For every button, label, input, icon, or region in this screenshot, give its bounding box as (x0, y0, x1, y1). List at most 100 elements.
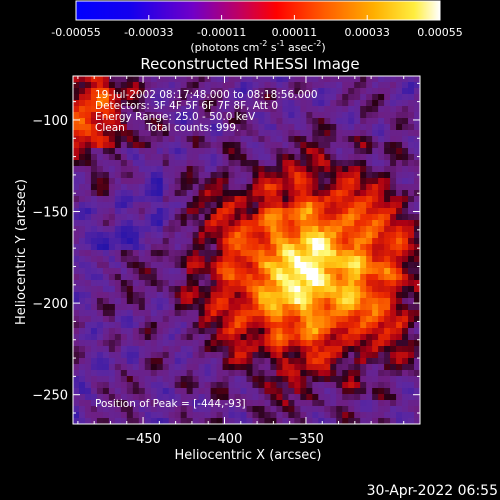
heatmap-cell (408, 142, 415, 149)
heatmap-cell (414, 352, 420, 359)
heatmap-cell (210, 232, 218, 239)
heatmap-cell (156, 76, 164, 83)
heatmap-cell (336, 250, 343, 257)
heatmap-cell (270, 142, 278, 149)
heatmap-cell (282, 130, 289, 137)
heatmap-cell (264, 298, 272, 305)
heatmap-cell (396, 304, 403, 311)
heatmap-cell (360, 298, 367, 305)
heatmap-cell (114, 76, 122, 83)
heatmap-cell (360, 400, 367, 407)
heatmap-cell (360, 106, 367, 113)
heatmap-cell (270, 262, 278, 269)
heatmap-cell (156, 352, 164, 359)
heatmap-cell (348, 304, 355, 311)
heatmap-cell (312, 190, 319, 197)
heatmap-cell (372, 358, 379, 365)
heatmap-cell (306, 316, 313, 323)
heatmap-cell (180, 394, 188, 401)
heatmap-cell (120, 190, 128, 197)
heatmap-cell (90, 310, 98, 317)
heatmap-cell (222, 352, 230, 359)
heatmap-cell (384, 214, 391, 221)
heatmap-cell (360, 94, 367, 101)
heatmap-cell (342, 274, 349, 281)
heatmap-cell (396, 292, 403, 299)
heatmap-cell (390, 232, 397, 239)
heatmap-cell (174, 148, 182, 155)
heatmap-cell (402, 208, 409, 215)
heatmap-cell (360, 184, 367, 191)
heatmap-cell (132, 106, 140, 113)
heatmap-cell (270, 76, 278, 83)
heatmap-cell (73, 118, 80, 125)
heatmap-cell (210, 358, 218, 365)
heatmap-cell (222, 202, 230, 209)
heatmap-cell (156, 100, 164, 107)
heatmap-cell (96, 412, 104, 419)
heatmap-cell (408, 238, 415, 245)
heatmap-cell (378, 346, 385, 353)
heatmap-cell (384, 178, 391, 185)
heatmap-cell (168, 328, 176, 335)
heatmap-cell (306, 256, 313, 263)
heatmap-cell (73, 136, 80, 143)
heatmap-cell (366, 274, 373, 281)
heatmap-cell (192, 166, 200, 173)
heatmap-cell (216, 382, 224, 389)
heatmap-cell (270, 160, 278, 167)
heatmap-cell (234, 322, 242, 329)
heatmap-cell (312, 388, 319, 395)
heatmap-cell (324, 322, 331, 329)
heatmap-cell (73, 100, 80, 107)
heatmap-cell (282, 412, 289, 419)
heatmap-cell (180, 250, 188, 257)
heatmap-cell (240, 370, 248, 377)
heatmap-cell (138, 256, 146, 263)
heatmap-cell (276, 112, 283, 119)
heatmap-cell (354, 274, 361, 281)
heatmap-cell (390, 418, 397, 424)
heatmap-cell (294, 160, 301, 167)
heatmap-cell (162, 304, 170, 311)
heatmap-cell (414, 304, 420, 311)
heatmap-cell (198, 274, 206, 281)
heatmap-cell (102, 178, 110, 185)
heatmap-cell (186, 256, 194, 263)
heatmap-cell (73, 328, 80, 335)
heatmap-cell (324, 208, 331, 215)
heatmap-cell (240, 220, 248, 227)
heatmap-cell (306, 154, 313, 161)
heatmap-cell (324, 166, 331, 173)
heatmap-cell (336, 142, 343, 149)
heatmap-cell (390, 328, 397, 335)
heatmap-cell (354, 412, 361, 419)
heatmap-cell (318, 232, 325, 239)
heatmap-cell (138, 262, 146, 269)
heatmap-cell (372, 106, 379, 113)
heatmap-cell (342, 190, 349, 197)
heatmap-cell (108, 124, 116, 131)
heatmap-cell (114, 232, 122, 239)
heatmap-cell (222, 154, 230, 161)
heatmap-cell (372, 328, 379, 335)
heatmap-cell (96, 304, 104, 311)
heatmap-cell (156, 340, 164, 347)
heatmap-cell (336, 208, 343, 215)
heatmap-cell (264, 292, 272, 299)
heatmap-cell (282, 82, 289, 89)
heatmap-cell (222, 370, 230, 377)
heatmap-cell (324, 352, 331, 359)
heatmap-cell (228, 370, 236, 377)
heatmap-cell (102, 94, 110, 101)
heatmap-cell (252, 250, 260, 257)
heatmap-cell (204, 316, 212, 323)
heatmap-cell (192, 412, 200, 419)
heatmap-cell (210, 328, 218, 335)
heatmap-cell (228, 160, 236, 167)
heatmap-cell (174, 190, 182, 197)
heatmap-cell (252, 358, 260, 365)
heatmap-cell (126, 160, 134, 167)
heatmap-cell (396, 280, 403, 287)
heatmap-cell (342, 76, 349, 83)
